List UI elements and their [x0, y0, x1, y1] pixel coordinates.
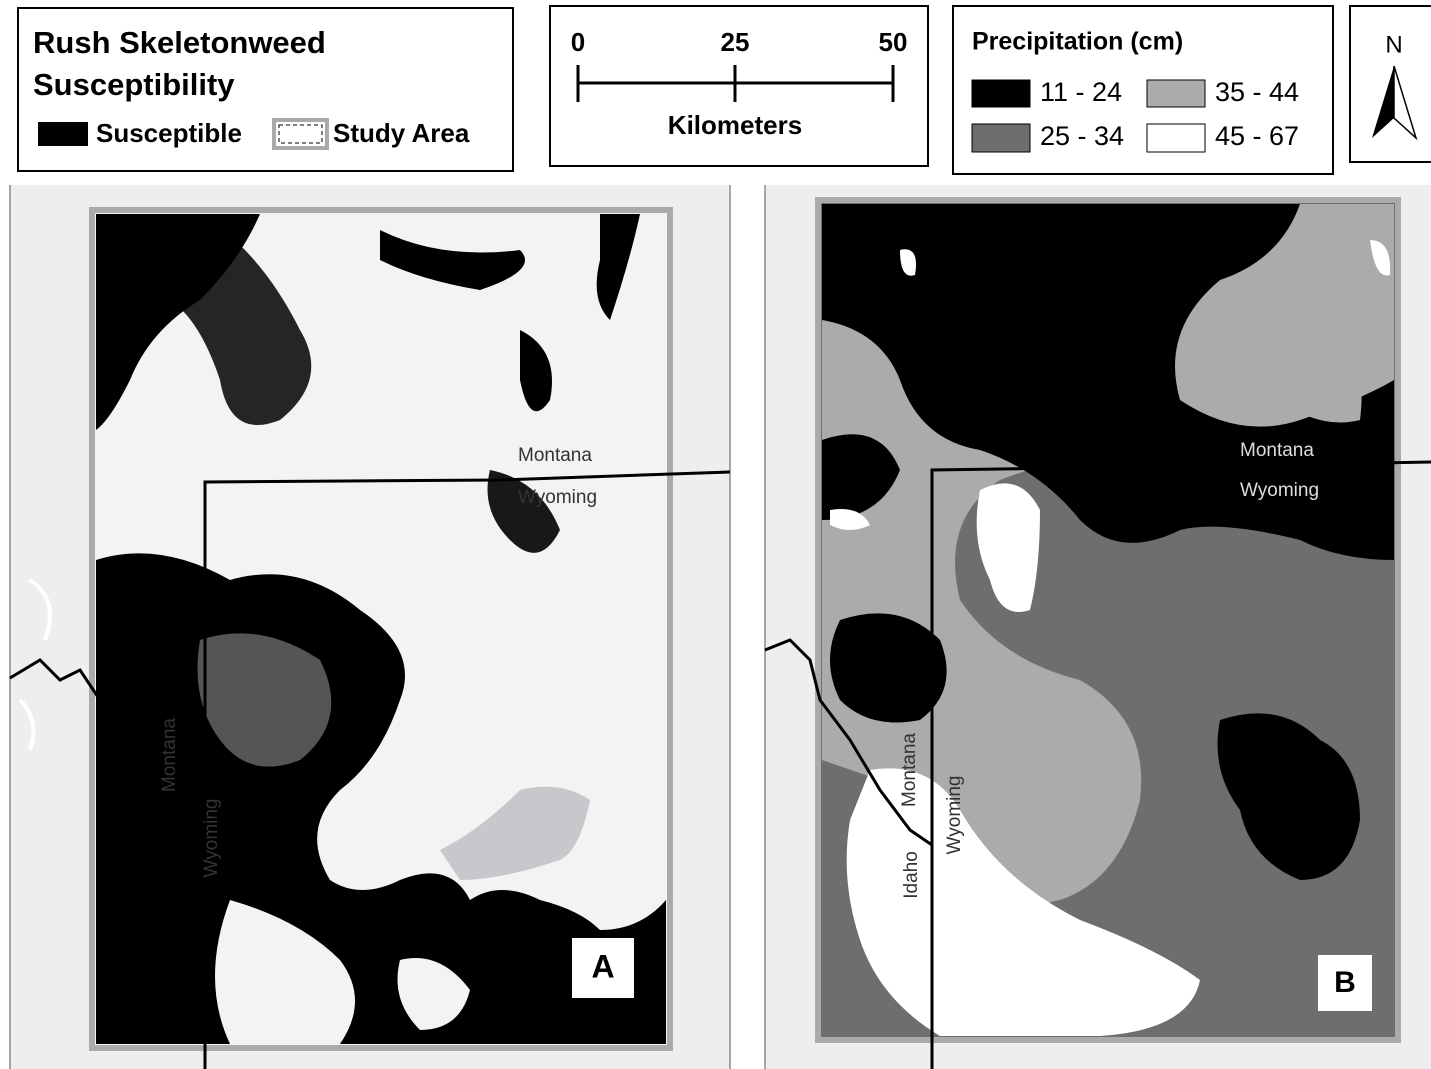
scale-label: 50 — [879, 27, 908, 57]
place-label: Wyoming — [1240, 480, 1319, 501]
scale-unit: Kilometers — [668, 110, 802, 140]
legend-item: 35 - 44 — [1215, 77, 1299, 107]
swatch — [274, 120, 327, 148]
legend-item: 25 - 34 — [1040, 121, 1124, 151]
legend-title: Susceptibility — [33, 67, 235, 102]
susceptibility-legend: Rush Skeletonweed Susceptibility Suscept… — [18, 8, 513, 171]
figure: Rush Skeletonweed Susceptibility Suscept… — [0, 0, 1431, 1069]
swatch — [972, 124, 1030, 152]
place-label: Idaho — [901, 851, 922, 899]
scale-bar: 0 25 50 Kilometers — [550, 6, 928, 166]
place-label: Montana — [159, 718, 180, 792]
scale-label: 25 — [721, 27, 750, 57]
map-panel-b: Montana Wyoming Montana Wyoming Idaho B — [765, 185, 1431, 1069]
place-label: Wyoming — [201, 798, 222, 877]
place-label: Wyoming — [944, 775, 965, 854]
swatch — [1147, 80, 1205, 107]
map-panel-a: Montana Wyoming Montana Wyoming A — [10, 185, 730, 1069]
swatch — [1147, 124, 1205, 152]
legend-item: 11 - 24 — [1040, 77, 1122, 107]
north-arrow: N — [1350, 6, 1431, 162]
north-label: N — [1385, 31, 1402, 58]
legend-title: Rush Skeletonweed — [33, 25, 326, 60]
legend-title: Precipitation (cm) — [972, 28, 1183, 56]
swatch — [38, 122, 88, 146]
place-label: Montana — [518, 445, 592, 466]
place-label: Wyoming — [518, 487, 597, 508]
legend-item: Study Area — [333, 118, 470, 148]
panel-label: B — [1334, 966, 1356, 999]
place-label: Montana — [1240, 440, 1314, 461]
scale-label: 0 — [571, 27, 585, 57]
place-label: Montana — [899, 733, 920, 807]
precipitation-legend: Precipitation (cm) 11 - 24 25 - 34 35 - … — [953, 6, 1333, 174]
panel-label: A — [591, 948, 614, 984]
swatch — [972, 80, 1030, 107]
legend-item: Susceptible — [96, 118, 242, 148]
legend-item: 45 - 67 — [1215, 121, 1299, 151]
